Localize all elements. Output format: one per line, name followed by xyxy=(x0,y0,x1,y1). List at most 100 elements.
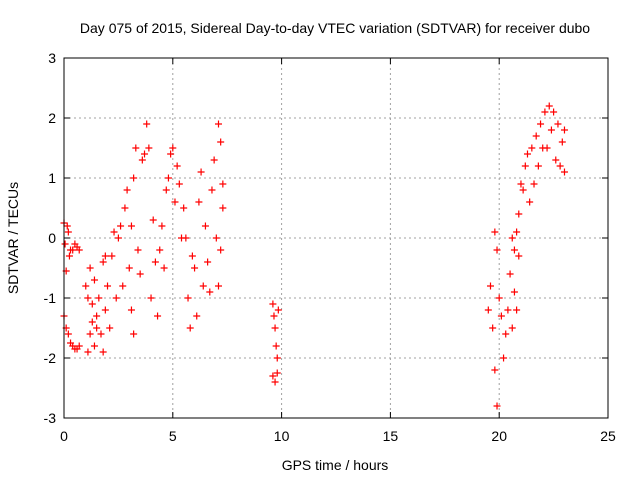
data-point xyxy=(132,144,140,152)
data-point xyxy=(523,150,531,158)
data-point xyxy=(508,234,516,242)
data-point xyxy=(134,246,142,254)
data-point xyxy=(534,162,542,170)
data-point xyxy=(273,354,281,362)
data-point xyxy=(274,306,282,314)
data-point xyxy=(82,282,90,290)
data-point xyxy=(204,258,212,266)
data-point xyxy=(61,240,69,248)
data-point xyxy=(127,306,135,314)
data-point xyxy=(104,282,112,290)
data-point xyxy=(269,300,277,308)
data-point xyxy=(217,246,225,254)
chart-title: Day 075 of 2015, Sidereal Day-to-day VTE… xyxy=(80,20,590,36)
data-point xyxy=(169,144,177,152)
data-point xyxy=(271,378,279,386)
data-point xyxy=(519,186,527,194)
y-tick-label: -1 xyxy=(44,290,57,306)
data-point xyxy=(497,312,505,320)
y-tick-label: 3 xyxy=(48,50,56,66)
data-point xyxy=(502,330,510,338)
data-point xyxy=(270,312,278,320)
y-tick-label: -2 xyxy=(44,350,57,366)
data-point xyxy=(64,228,72,236)
data-point xyxy=(101,306,109,314)
data-point xyxy=(212,234,220,242)
data-point xyxy=(491,228,499,236)
data-point xyxy=(273,369,281,377)
data-point xyxy=(545,102,553,110)
data-point xyxy=(108,252,116,260)
data-point xyxy=(510,246,518,254)
data-point xyxy=(86,264,94,272)
data-point xyxy=(97,330,105,338)
data-point xyxy=(156,246,164,254)
data-point xyxy=(158,222,166,230)
data-point xyxy=(121,204,129,212)
data-point xyxy=(493,402,501,410)
data-point xyxy=(543,144,551,152)
data-point xyxy=(84,348,92,356)
data-point xyxy=(180,204,188,212)
data-point xyxy=(184,294,192,302)
data-point xyxy=(127,222,135,230)
data-point xyxy=(500,354,508,362)
data-point xyxy=(191,264,199,272)
data-point xyxy=(110,228,118,236)
data-point xyxy=(114,234,122,242)
data-point xyxy=(101,252,109,260)
data-point xyxy=(186,324,194,332)
data-point xyxy=(193,312,201,320)
data-point xyxy=(75,342,83,350)
data-point xyxy=(547,126,555,134)
data-point xyxy=(510,288,518,296)
x-tick-label: 10 xyxy=(274,428,290,444)
data-point xyxy=(526,198,534,206)
data-point xyxy=(206,288,214,296)
data-point xyxy=(138,156,146,164)
data-point xyxy=(112,294,120,302)
data-point xyxy=(63,222,71,230)
data-point xyxy=(517,180,525,188)
data-point xyxy=(64,330,72,338)
data-point xyxy=(88,300,96,308)
data-point xyxy=(125,264,133,272)
data-point xyxy=(160,264,168,272)
data-point xyxy=(173,162,181,170)
data-point xyxy=(188,252,196,260)
data-point xyxy=(151,258,159,266)
data-point xyxy=(532,132,540,140)
data-point xyxy=(199,282,207,290)
data-point xyxy=(84,294,92,302)
data-point xyxy=(210,156,218,164)
data-point xyxy=(513,306,521,314)
data-point xyxy=(130,174,138,182)
data-point xyxy=(143,120,151,128)
data-point xyxy=(489,324,497,332)
y-axis-label: SDTVAR / TECUs xyxy=(5,182,21,294)
data-point xyxy=(106,324,114,332)
data-point xyxy=(493,246,501,254)
data-point xyxy=(123,186,131,194)
data-point xyxy=(550,108,558,116)
data-point xyxy=(65,252,73,260)
x-tick-label: 20 xyxy=(491,428,507,444)
data-point xyxy=(197,168,205,176)
data-point xyxy=(93,324,101,332)
y-tick-label: 2 xyxy=(48,110,56,126)
data-point xyxy=(175,180,183,188)
data-point xyxy=(217,138,225,146)
data-point xyxy=(508,324,516,332)
data-point xyxy=(521,162,529,170)
x-axis-label: GPS time / hours xyxy=(282,457,389,473)
data-point xyxy=(214,282,222,290)
data-point xyxy=(171,198,179,206)
data-point xyxy=(495,294,503,302)
data-point xyxy=(219,204,227,212)
axis-ticks: 0 5 10 15 20 25 -3 -2 -1 0 1 2 3 xyxy=(44,50,616,444)
data-point xyxy=(554,120,562,128)
x-tick-label: 0 xyxy=(60,428,68,444)
data-point xyxy=(141,150,149,158)
data-point xyxy=(136,270,144,278)
